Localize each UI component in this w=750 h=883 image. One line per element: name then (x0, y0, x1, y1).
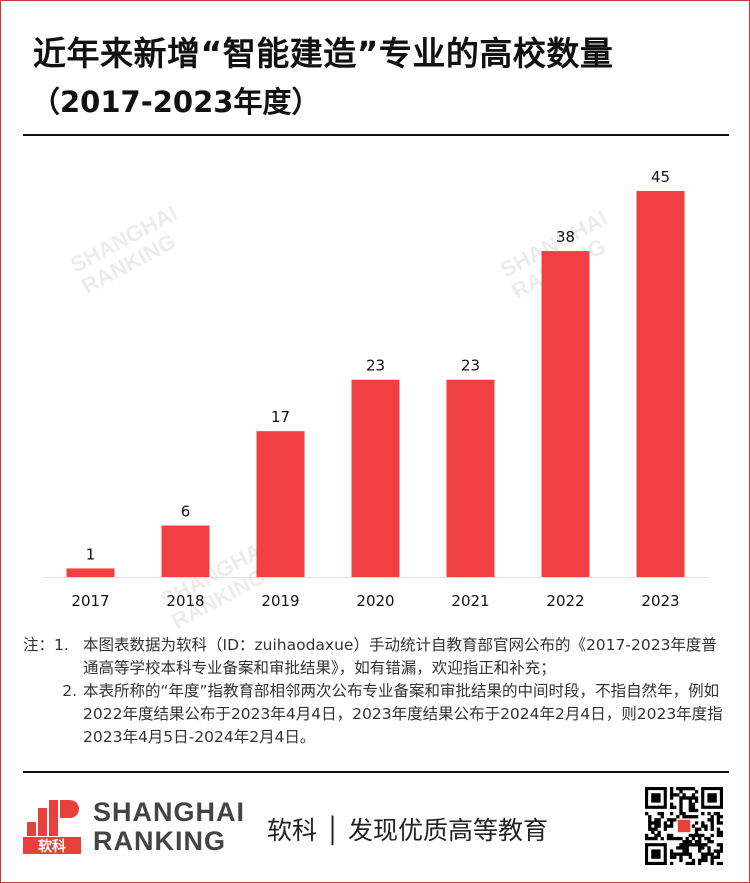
bar-chart: 1 2017 6 2018 17 2019 23 2020 23 2021 38 2022 45 2023 (43, 168, 709, 610)
note-1: 注：1. 本图表数据为软科（ID：zuihaodaxue）手动统计自教育部官网公… (23, 634, 729, 680)
data-label-2023: 45 (651, 168, 670, 186)
data-label-2020: 23 (366, 357, 385, 375)
brand-name: SHANGHAI RANKING (93, 798, 245, 856)
bar-2021 (446, 379, 495, 577)
data-label-2019: 17 (271, 408, 290, 426)
note-2: 2. 本表所称的“年度”指教育部相邻两次公布专业备案和审批结果的中间时段，不指自… (23, 680, 729, 749)
bar-2018 (161, 525, 210, 577)
x-tick-label-2019: 2019 (261, 592, 299, 610)
x-tick-label-2022: 2022 (546, 592, 584, 610)
shanghai-ranking-logo: 软科 (23, 800, 81, 854)
x-tick-label-2017: 2017 (71, 592, 109, 610)
note-2-prefix: 2. (62, 682, 77, 700)
slogan: 软科 │ 发现优质高等教育 (267, 816, 548, 845)
bar-2019 (256, 431, 305, 577)
x-tick-label-2023: 2023 (641, 592, 679, 610)
bar-2017 (66, 568, 115, 577)
data-label-2018: 6 (181, 503, 191, 521)
top-divider (23, 134, 729, 136)
bar-2020 (351, 379, 400, 577)
data-label-2017: 1 (86, 545, 96, 563)
bar-2022 (541, 251, 590, 577)
bar-2023 (636, 191, 685, 577)
page-title: 近年来新增“智能建造”专业的高校数量 (33, 34, 614, 73)
note-1-text: 本图表数据为软科（ID：zuihaodaxue）手动统计自教育部官网公布的《20… (83, 636, 717, 677)
data-label-2022: 38 (556, 228, 575, 246)
note-2-text: 本表所称的“年度”指教育部相邻两次公布专业备案和审批结果的中间时段，不指自然年，… (83, 682, 723, 746)
notes: 注：1. 本图表数据为软科（ID：zuihaodaxue）手动统计自教育部官网公… (23, 634, 729, 749)
x-tick-label-2020: 2020 (356, 592, 394, 610)
qr-code[interactable] (645, 787, 723, 865)
data-label-2021: 23 (461, 357, 480, 375)
note-1-prefix: 注：1. (23, 636, 69, 654)
x-tick-label-2021: 2021 (451, 592, 489, 610)
x-tick-label-2018: 2018 (166, 592, 204, 610)
bottom-divider (23, 771, 729, 773)
svg-text:软科: 软科 (38, 838, 66, 854)
page-subtitle: （2017-2023年度） (31, 85, 321, 119)
brand-line-1: SHANGHAI (93, 797, 246, 827)
brand-line-2: RANKING (93, 826, 226, 856)
